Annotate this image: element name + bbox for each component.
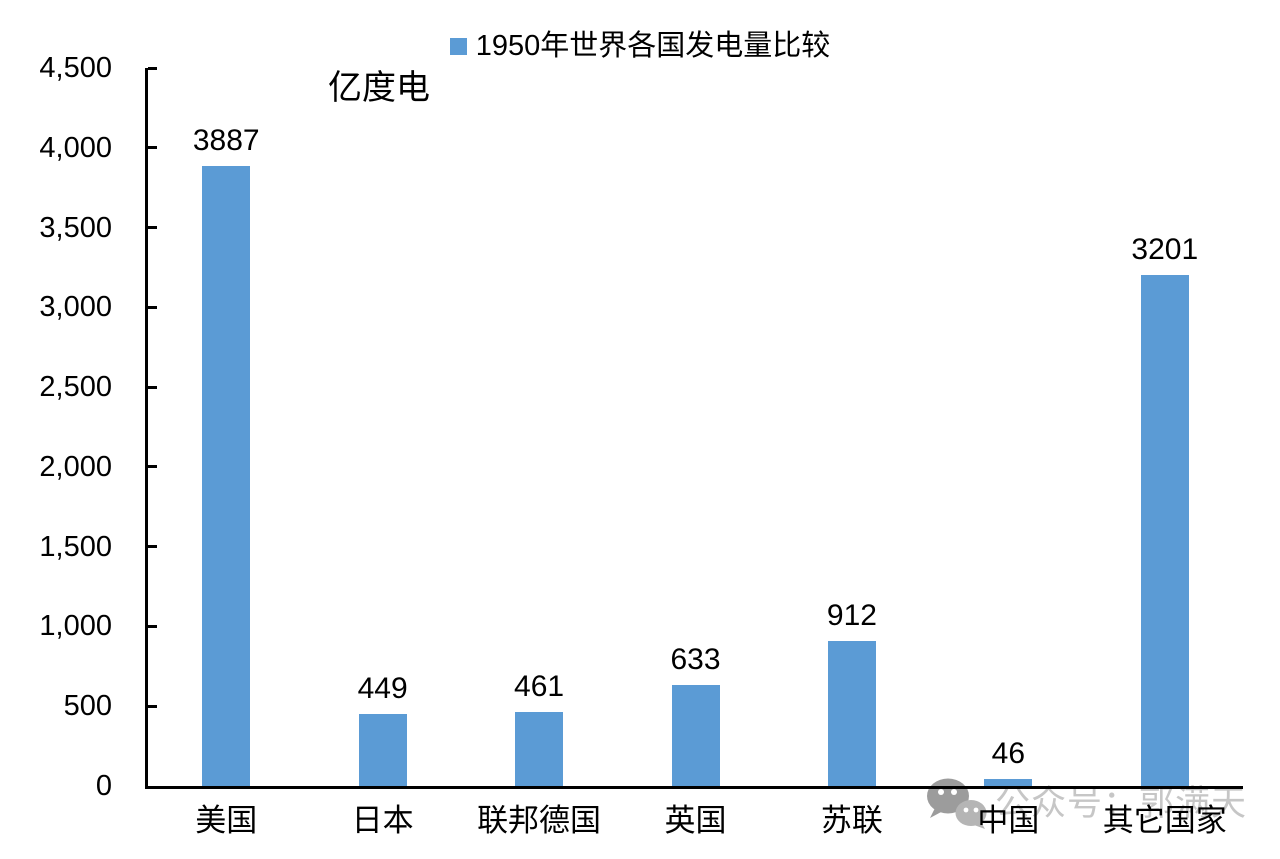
bar — [671, 685, 720, 786]
x-category-label: 中国 — [977, 803, 1040, 838]
y-axis-unit-label: 亿度电 — [328, 69, 430, 107]
y-tick-mark — [148, 545, 157, 549]
bar-value-label: 633 — [670, 643, 721, 677]
watermark-text: 公众号：郭满天 — [995, 784, 1248, 823]
x-category-label: 其它国家 — [1102, 803, 1227, 838]
x-category-label: 日本 — [351, 803, 414, 838]
y-tick-label: 2,500 — [39, 371, 112, 404]
y-axis-tick-labels: 0 500 1,000 1,500 2,000 2,500 3,000 3,500 4,000 4… — [0, 53, 112, 801]
y-tick-label: 0 — [95, 770, 112, 802]
bar-value-label: 912 — [826, 598, 877, 632]
legend: 1950年世界各国发电量比较 — [0, 30, 1280, 63]
y-tick-label: 1,000 — [39, 610, 112, 643]
legend-marker-swatch — [449, 38, 467, 56]
y-tick-mark — [148, 146, 157, 150]
y-tick-mark — [148, 385, 157, 389]
bar — [202, 165, 251, 786]
bar-value-label: 461 — [514, 670, 565, 704]
bar — [515, 712, 564, 786]
x-category-label: 苏联 — [820, 803, 883, 838]
bar-value-label: 3201 — [1131, 233, 1199, 267]
bar — [827, 640, 876, 786]
bar-value-label: 449 — [357, 672, 408, 706]
x-category-label: 英国 — [664, 803, 727, 838]
x-category-label: 联邦德国 — [477, 803, 602, 838]
y-tick-mark — [148, 66, 157, 70]
bar — [1140, 275, 1189, 786]
bar-value-label: 3887 — [192, 123, 260, 157]
watermark: 公众号：郭满天 — [925, 776, 1247, 832]
legend-label: 1950年世界各国发电量比较 — [475, 30, 831, 62]
bar-value-label: 46 — [991, 736, 1026, 770]
y-tick-label: 3,000 — [39, 291, 112, 324]
plot-area: 3887 449 461 633 912 46 3201 — [145, 66, 1243, 789]
y-tick-label: 500 — [63, 690, 112, 723]
y-tick-label: 1,500 — [39, 530, 112, 563]
y-tick-mark — [148, 704, 157, 708]
y-tick-mark — [148, 465, 157, 469]
x-axis-category-labels: 美国 日本 联邦德国 英国 苏联 中国 其它国家 — [148, 795, 1243, 839]
y-tick-mark — [148, 226, 157, 230]
bar — [358, 714, 407, 786]
y-tick-label: 2,000 — [39, 450, 112, 483]
y-tick-label: 3,500 — [39, 211, 112, 244]
y-tick-label: 4,500 — [39, 52, 112, 84]
y-tick-label: 4,000 — [39, 131, 112, 164]
bar — [984, 778, 1033, 786]
y-tick-mark — [148, 624, 157, 628]
y-tick-mark — [148, 305, 157, 309]
x-category-label: 美国 — [195, 803, 258, 838]
